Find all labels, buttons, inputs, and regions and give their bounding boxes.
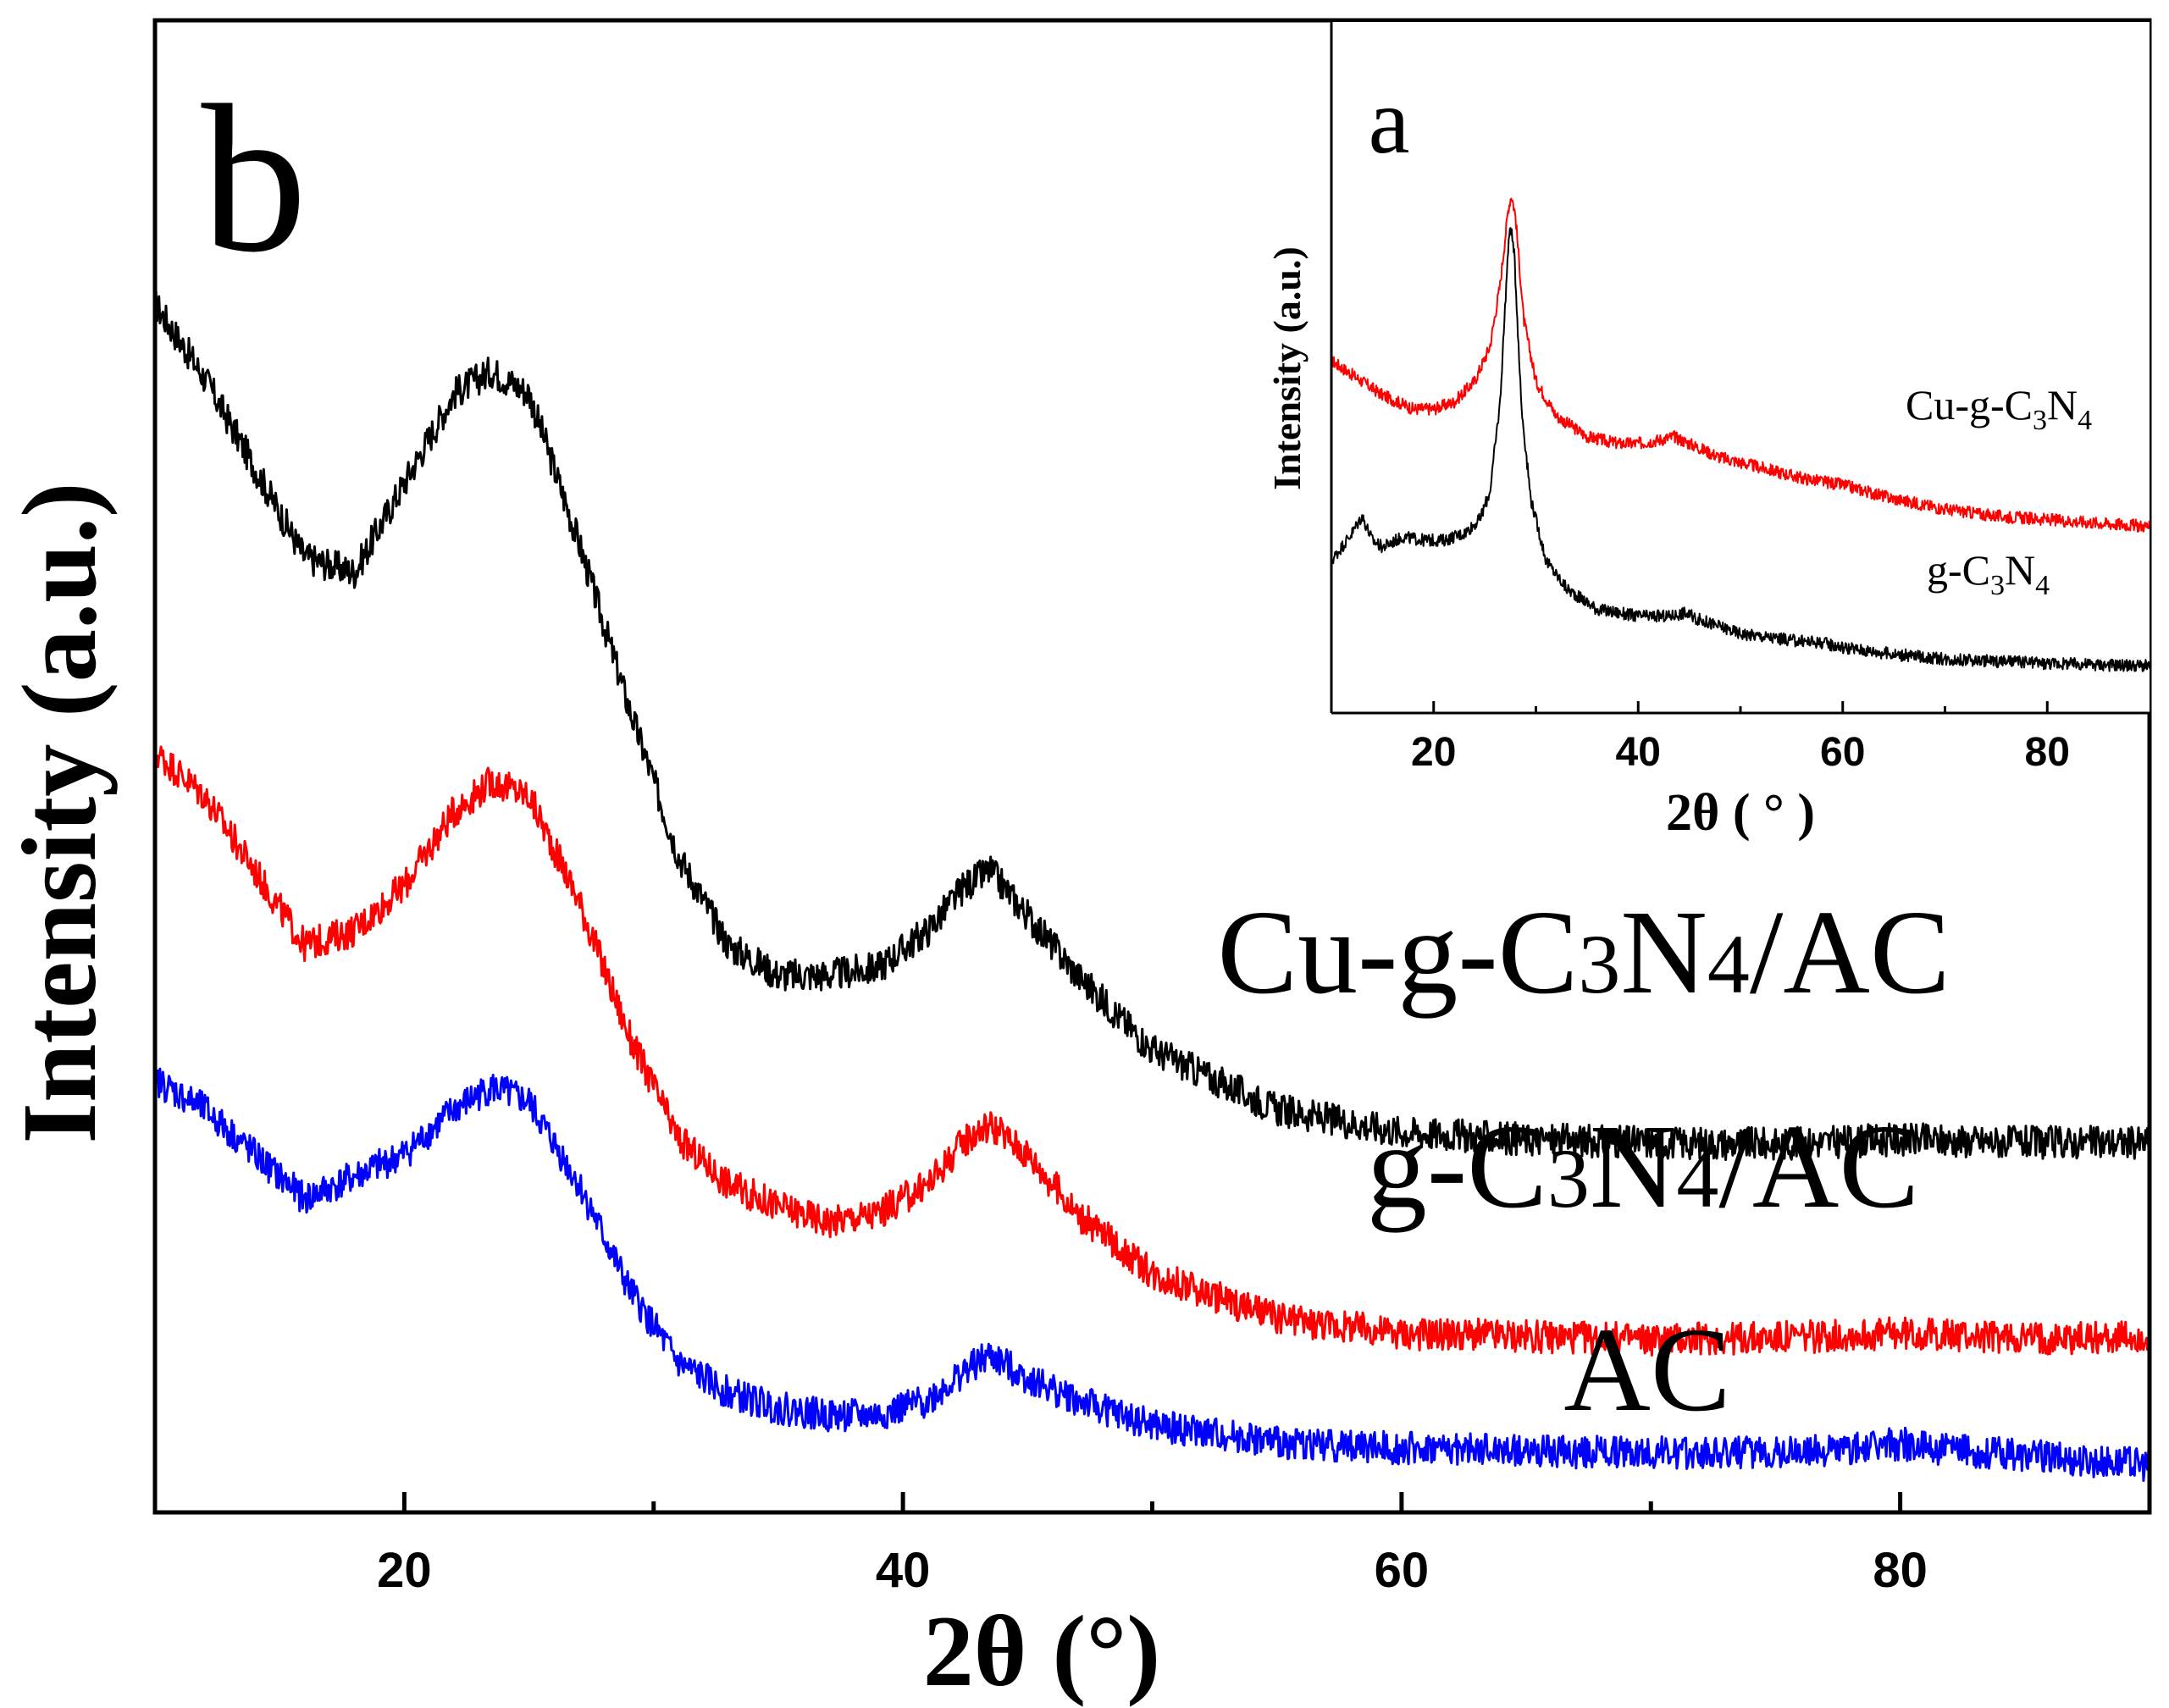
series-line-cu-g-c3n4: [1331, 197, 2150, 533]
inset-label-g-c3n4: g-C3N4: [1927, 546, 2050, 601]
main-series-group: [153, 290, 2151, 1482]
label-subscript: 4: [1707, 917, 1750, 1011]
label-part: N: [1620, 885, 1707, 1019]
inset-chart-panel: 20 40 60 80 a 2θ ( ° ) Intensity (a.u.) Cu-…: [1265, 22, 2150, 842]
series-line-g-c3n4: [1331, 227, 2150, 672]
label-subscript: 3: [1990, 570, 2005, 601]
label-part: N: [2005, 546, 2035, 594]
panel-letter-b: b: [202, 62, 307, 296]
label-part: N: [2047, 381, 2078, 428]
main-y-axis-title: Intensity (a.u.): [2, 482, 119, 1143]
main-chart-panel: 20 40 60 80 b 2θ (°) Intensity (a.u.) Cu-g-…: [2, 18, 2152, 1707]
series-line-g-c3n4-ac: [153, 738, 2151, 1357]
inset-y-axis-title: Intensity (a.u.): [1265, 246, 1309, 490]
inset-series-group: [1331, 197, 2150, 672]
label-part: Cu-g-C: [1217, 885, 1578, 1019]
x-tick-label: 40: [876, 1543, 931, 1598]
label-subscript: 4: [2035, 570, 2050, 601]
label-part: /AC: [1750, 885, 1950, 1019]
series-label-ac: AC: [1563, 1302, 1730, 1436]
inset-background: [1330, 22, 2150, 713]
series-line-cu-g-c3n4-ac: [154, 290, 2151, 1161]
label-part: AC: [1563, 1302, 1730, 1436]
series-line-ac: [153, 1064, 2151, 1482]
label-subscript: 4: [1676, 1131, 1718, 1225]
x-tick-label: 80: [1873, 1543, 1928, 1598]
label-part: N: [1590, 1099, 1677, 1233]
main-x-axis-title: 2θ (°): [923, 1595, 1161, 1707]
inset-label-cu-g-c3n4: Cu-g-C3N4: [1906, 381, 2092, 436]
x-tick-label: 60: [1820, 730, 1865, 775]
label-subscript: 4: [2078, 405, 2092, 436]
main-x-ticks: 20 40 60 80: [377, 1492, 1928, 1598]
series-label-g-c3n4-ac: g-C3N4/AC: [1367, 1099, 1919, 1233]
inset-x-ticks: 20 40 60 80: [1411, 701, 2070, 775]
x-tick-label: 80: [2025, 730, 2070, 775]
panel-letter-a: a: [1369, 69, 1410, 173]
x-tick-label: 20: [1411, 730, 1456, 775]
series-label-cu-g-c3n4-ac: Cu-g-C3N4/AC: [1217, 885, 1950, 1019]
x-tick-label: 60: [1375, 1543, 1430, 1598]
label-part: g-C: [1927, 546, 1990, 594]
label-subscript: 3: [1547, 1131, 1590, 1225]
label-subscript: 3: [1578, 917, 1620, 1011]
label-part: /AC: [1718, 1099, 1919, 1233]
x-tick-label: 40: [1616, 730, 1661, 775]
label-subscript: 3: [2033, 405, 2047, 436]
inset-x-axis-title: 2θ ( ° ): [1666, 784, 1815, 842]
label-part: Cu-g-C: [1906, 381, 2033, 428]
label-part: g-C: [1367, 1099, 1547, 1233]
x-tick-label: 20: [377, 1543, 432, 1598]
